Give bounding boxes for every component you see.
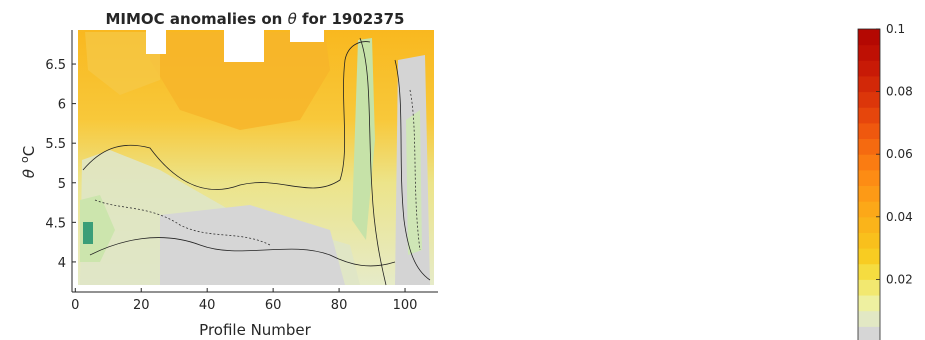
colorbar-tick-label: 0.08 <box>886 85 913 99</box>
y-tick-label: 5 <box>58 177 66 192</box>
x-tick-label: 20 <box>133 298 150 313</box>
colorbar-ticks: 0.02 0.04 0.06 0.08 0.1 <box>876 22 913 286</box>
x-tick-label: 0 <box>71 298 79 313</box>
zero-contour <box>89 237 396 267</box>
colorbar-cell <box>858 232 880 249</box>
zero-contour <box>394 59 431 281</box>
colorbar-cell <box>858 60 880 77</box>
colorbar-tick-label: 0.1 <box>886 22 905 36</box>
strong-cold-anomaly <box>83 222 93 244</box>
colorbar: 0.02 0.04 0.06 0.08 0.1 <box>857 22 913 340</box>
missing-data-block <box>290 30 324 42</box>
colorbar-cell <box>858 107 880 124</box>
missing-data-block <box>224 30 264 62</box>
colorbar-cell <box>858 154 880 171</box>
warm-anomaly-core <box>150 32 330 130</box>
colorbar-tick-label: 0.02 <box>886 272 913 286</box>
y-axis-label: θoC <box>18 146 38 178</box>
y-tick-label: 4.5 <box>45 216 66 231</box>
y-ticks: 4 4.5 5 5.5 6 6.5 <box>45 58 76 271</box>
y-tick-label: 4 <box>58 256 66 271</box>
x-tick-label: 100 <box>393 298 418 313</box>
zero-contour <box>359 37 387 286</box>
colorbar-cells <box>858 29 880 340</box>
cold-anomaly-right <box>406 110 422 255</box>
warm-anomaly-upper-left <box>85 32 160 95</box>
heatmap-field <box>78 30 434 286</box>
x-tick-label: 60 <box>265 298 282 313</box>
colorbar-cell <box>858 185 880 202</box>
x-ticks: 0 20 40 60 80 100 <box>71 288 417 313</box>
colorbar-cell <box>858 279 880 296</box>
negative-contour <box>409 89 421 251</box>
colorbar-cell <box>858 216 880 233</box>
cold-anomaly-column <box>352 38 375 240</box>
colorbar-frame <box>857 28 881 340</box>
x-tick-label: 80 <box>331 298 348 313</box>
colorbar-cell <box>858 138 880 155</box>
colorbar-cell <box>858 44 880 61</box>
colorbar-cell <box>858 91 880 108</box>
colorbar-cell <box>858 201 880 218</box>
colorbar-cell <box>858 75 880 93</box>
x-axis-label: Profile Number <box>199 321 311 339</box>
cold-anomaly-left <box>80 195 115 262</box>
zero-contour <box>82 41 371 190</box>
axes: 0 20 40 60 80 100 4 4.5 5 5.5 6 6.5 <box>45 30 438 313</box>
x-tick-label: 40 <box>199 298 216 313</box>
colorbar-tick-label: 0.04 <box>886 210 913 224</box>
colorbar-cell <box>858 326 880 340</box>
y-tick-label: 6 <box>58 98 66 113</box>
negative-contour <box>94 199 271 246</box>
colorbar-cell <box>858 263 880 280</box>
y-tick-label: 5.5 <box>45 137 66 152</box>
colorbar-cell <box>858 310 880 327</box>
colorbar-cell <box>858 29 880 46</box>
colorbar-cell <box>858 295 880 312</box>
colorbar-cell <box>858 169 880 186</box>
colorbar-cell <box>858 122 880 140</box>
missing-data-block <box>146 30 166 54</box>
colorbar-tick-label: 0.06 <box>886 147 913 161</box>
y-tick-label: 6.5 <box>45 58 66 73</box>
zero-anomaly-band <box>160 205 345 285</box>
chart-title: MIMOC anomalies on θ for 1902375 <box>105 10 404 28</box>
colorbar-cell <box>858 248 880 265</box>
